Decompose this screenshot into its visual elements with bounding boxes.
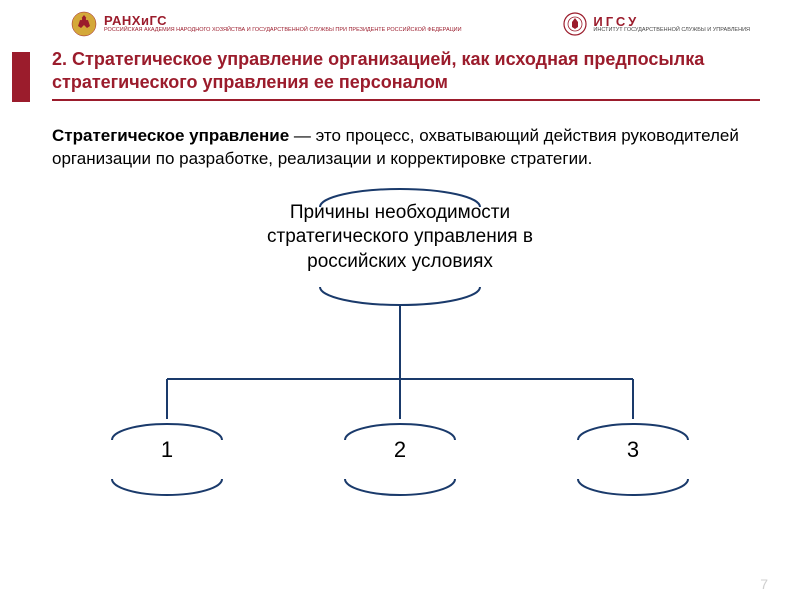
logo-right: ИГСУ ИНСТИТУТ ГОСУДАРСТВЕННОЙ СЛУЖБЫ И У… — [563, 12, 750, 36]
logo-left-title: РАНХиГС — [104, 14, 462, 27]
slide-title-block: 2. Стратегическое управление организацие… — [52, 48, 760, 101]
igsu-emblem-icon — [563, 12, 587, 36]
definition-term: Стратегическое управление — [52, 126, 289, 145]
logo-right-title: ИГСУ — [593, 15, 750, 28]
slide-title: 2. Стратегическое управление организацие… — [52, 48, 760, 95]
tree-child-label: 1 — [147, 437, 187, 463]
logo-left-subtitle: РОССИЙСКАЯ АКАДЕМИЯ НАРОДНОГО ХОЗЯЙСТВА … — [104, 28, 462, 34]
tree-child-label: 3 — [613, 437, 653, 463]
logo-left: РАНХиГС РОССИЙСКАЯ АКАДЕМИЯ НАРОДНОГО ХО… — [70, 10, 462, 38]
logo-right-subtitle: ИНСТИТУТ ГОСУДАРСТВЕННОЙ СЛУЖБЫ И УПРАВЛ… — [593, 28, 750, 34]
page-number: 7 — [760, 576, 768, 592]
accent-bar — [12, 52, 30, 102]
header: РАНХиГС РОССИЙСКАЯ АКАДЕМИЯ НАРОДНОГО ХО… — [0, 0, 800, 44]
tree-root-label: Причины необходимости стратегического уп… — [220, 201, 580, 275]
definition-paragraph: Стратегическое управление — это процесс,… — [52, 125, 740, 171]
tree-child-label: 2 — [380, 437, 420, 463]
eagle-emblem-icon — [70, 10, 98, 38]
tree-diagram: Причины необходимости стратегического уп… — [50, 179, 750, 519]
